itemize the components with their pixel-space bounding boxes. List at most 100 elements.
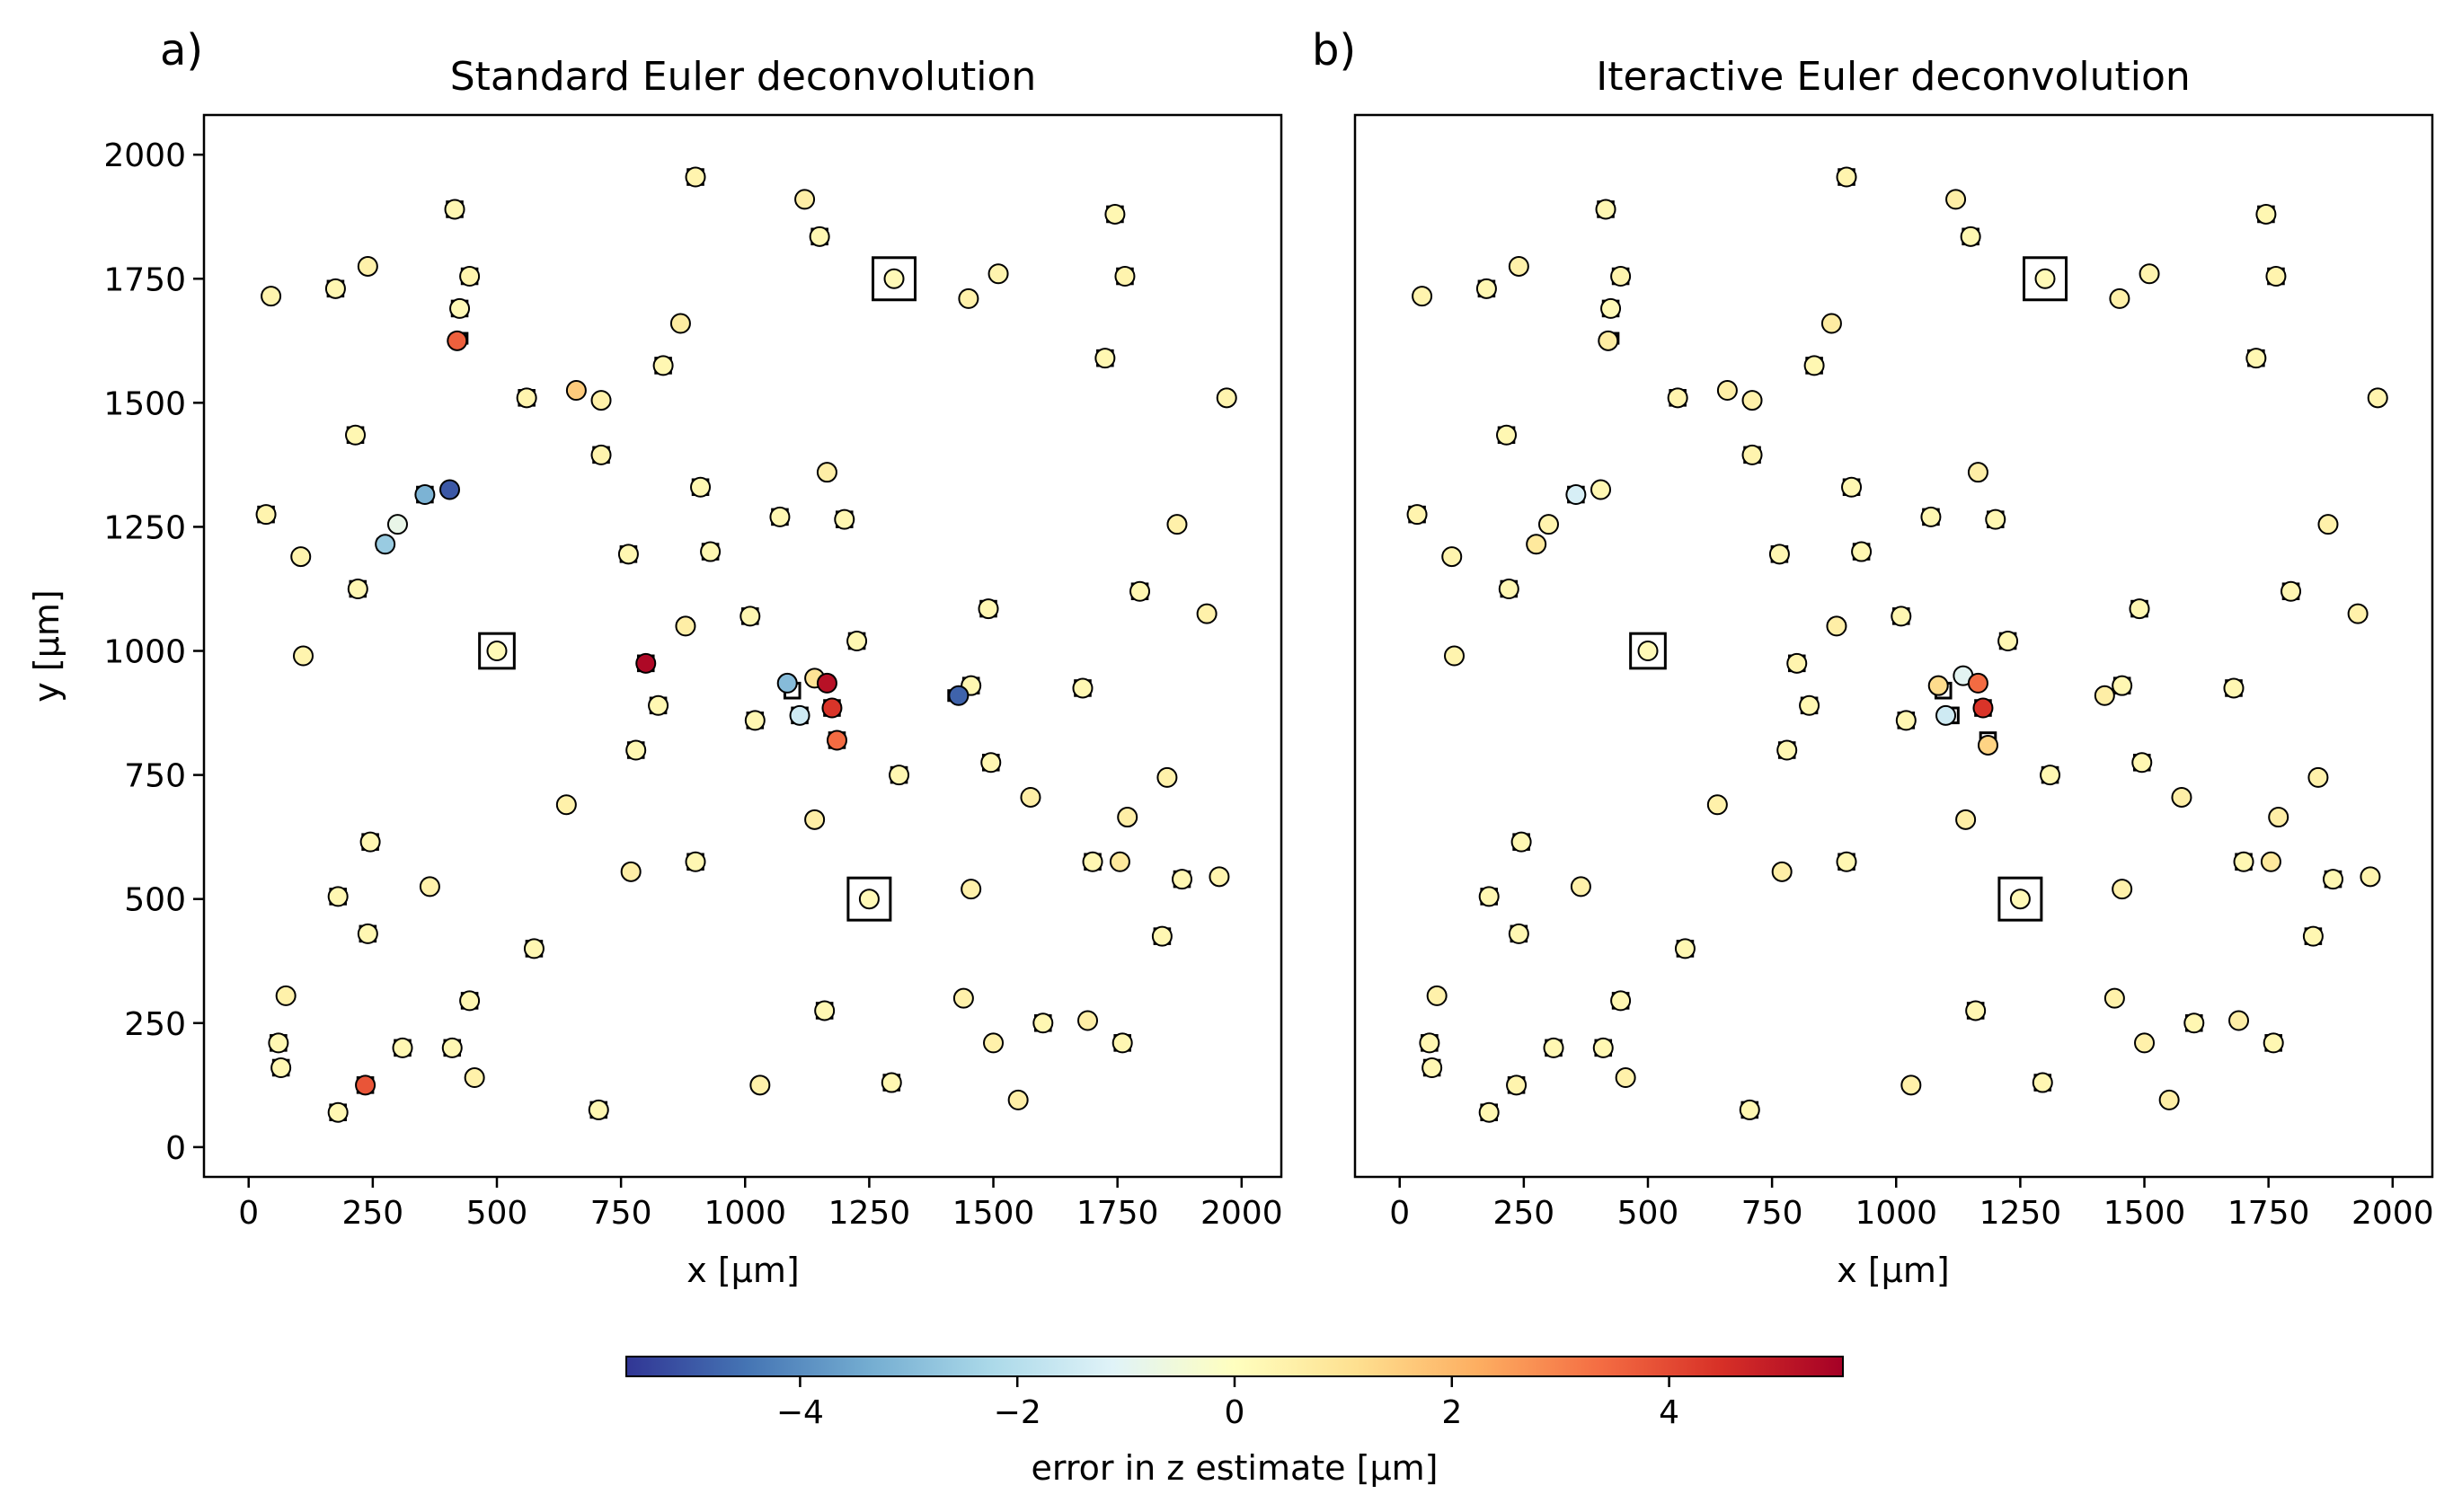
- colorbar-gradient: [625, 1356, 1844, 1377]
- estimate-point: [789, 704, 810, 726]
- estimate-point: [1977, 734, 1998, 756]
- estimate-point: [1151, 925, 1173, 947]
- estimate-point: [1421, 1057, 1443, 1078]
- estimate-point: [1129, 580, 1151, 602]
- x-tick-label: 1500: [2103, 1195, 2186, 1232]
- estimate-point: [889, 765, 910, 786]
- y-tick-label: 1250: [103, 509, 186, 546]
- estimate-point: [2139, 263, 2160, 285]
- x-tick-label: 1250: [828, 1195, 911, 1232]
- estimate-point: [883, 268, 905, 289]
- estimate-point: [834, 508, 855, 530]
- estimate-point: [1768, 544, 1790, 565]
- estimate-point: [2040, 765, 2061, 786]
- estimate-point: [821, 697, 843, 719]
- y-tick-label: 1750: [103, 261, 186, 298]
- panel-b: b) Iteractive Euler deconvolution 0 250 50…: [1312, 25, 2434, 1290]
- estimate-point: [1826, 615, 1847, 637]
- estimate-point: [1841, 476, 1863, 498]
- estimate-point: [1955, 809, 1977, 830]
- estimate-point: [386, 514, 408, 535]
- estimate-point: [1216, 387, 1237, 409]
- estimate-point: [324, 278, 346, 299]
- estimate-point: [590, 444, 612, 465]
- x-tick-label: 1500: [952, 1195, 1035, 1232]
- colorbar: −4 −2 0 2 4 error in z estimate [μm]: [625, 1356, 1844, 1488]
- y-tick-label: 2000: [103, 137, 186, 174]
- estimate-point: [2032, 1072, 2053, 1093]
- source-square: [478, 632, 516, 670]
- estimate-point: [2109, 287, 2130, 309]
- estimate-point: [1111, 1032, 1133, 1054]
- x-tick-label: 500: [466, 1195, 528, 1232]
- estimate-point: [739, 606, 761, 627]
- estimate-point: [1094, 348, 1116, 369]
- estimate-point: [1716, 380, 1738, 402]
- estimate-point: [1412, 286, 1433, 307]
- source-square: [872, 256, 917, 302]
- colorbar-tick-label: 4: [1659, 1394, 1679, 1431]
- estimate-point: [1667, 387, 1688, 409]
- estimate-point: [685, 166, 706, 188]
- estimate-point: [1967, 672, 1988, 694]
- estimate-point: [1706, 794, 1728, 816]
- estimate-point: [690, 476, 712, 498]
- estimate-point: [816, 672, 837, 694]
- estimate-point: [617, 544, 639, 565]
- estimate-point: [2103, 987, 2125, 1009]
- estimate-point: [1900, 1074, 1922, 1096]
- estimate-point: [987, 263, 1009, 285]
- chart-title-a: Standard Euler deconvolution: [450, 54, 1037, 100]
- estimate-point: [1851, 541, 1873, 562]
- estimate-point: [1592, 1037, 1614, 1058]
- estimate-point: [952, 987, 974, 1009]
- estimate-point: [809, 225, 830, 247]
- y-tick-label: 0: [165, 1130, 186, 1167]
- y-axis-label-a: y [μm]: [27, 589, 66, 702]
- estimate-point: [1082, 851, 1103, 872]
- estimate-point: [2134, 1032, 2156, 1054]
- estimate-point: [268, 1032, 289, 1054]
- y-axis-a: 0 250 500 750 1000 1250 1500 1750 2000: [103, 137, 204, 1167]
- estimate-point: [1741, 390, 1763, 411]
- x-axis-b: 0 250 500 750 1000 1250 1500 1750 2000: [1389, 1177, 2434, 1232]
- estimate-point: [1570, 876, 1591, 897]
- estimate-point: [255, 504, 277, 526]
- estimate-point: [2265, 266, 2287, 287]
- estimate-point: [1967, 462, 1988, 483]
- estimate-point: [1920, 506, 1942, 527]
- estimate-point: [275, 985, 297, 1006]
- estimate-point: [290, 546, 312, 568]
- estimate-point: [1508, 255, 1529, 277]
- estimate-point: [590, 390, 612, 411]
- estimate-point: [1072, 677, 1094, 699]
- estimate-point: [2280, 580, 2302, 602]
- estimate-point: [1209, 866, 1230, 888]
- estimate-point: [1114, 266, 1136, 287]
- y-tick-label: 250: [124, 1006, 186, 1043]
- x-axis-label-b: x [μm]: [1837, 1251, 1949, 1290]
- estimate-point: [1171, 869, 1192, 890]
- estimate-point: [1771, 861, 1793, 882]
- estimate-point: [261, 286, 282, 307]
- estimate-point: [441, 1037, 463, 1058]
- estimate-point: [1478, 886, 1500, 907]
- estimate-point: [1891, 606, 1912, 627]
- estimate-point: [1776, 739, 1798, 761]
- estimate-point: [355, 1074, 376, 1096]
- marks-b: [1406, 166, 2388, 1123]
- estimate-point: [1799, 694, 1820, 716]
- estimate-point: [1426, 985, 1448, 1006]
- estimate-point: [700, 541, 722, 562]
- x-tick-label: 2000: [2351, 1195, 2434, 1232]
- marks-a: [255, 166, 1237, 1123]
- estimate-point: [1610, 266, 1632, 287]
- estimate-point: [846, 630, 868, 651]
- estimate-point: [2129, 598, 2150, 620]
- estimate-point: [2131, 752, 2153, 774]
- estimate-point: [744, 710, 766, 731]
- estimate-point: [1820, 313, 1842, 334]
- source-square: [1997, 876, 2043, 922]
- panel-label-b: b): [1312, 25, 1356, 75]
